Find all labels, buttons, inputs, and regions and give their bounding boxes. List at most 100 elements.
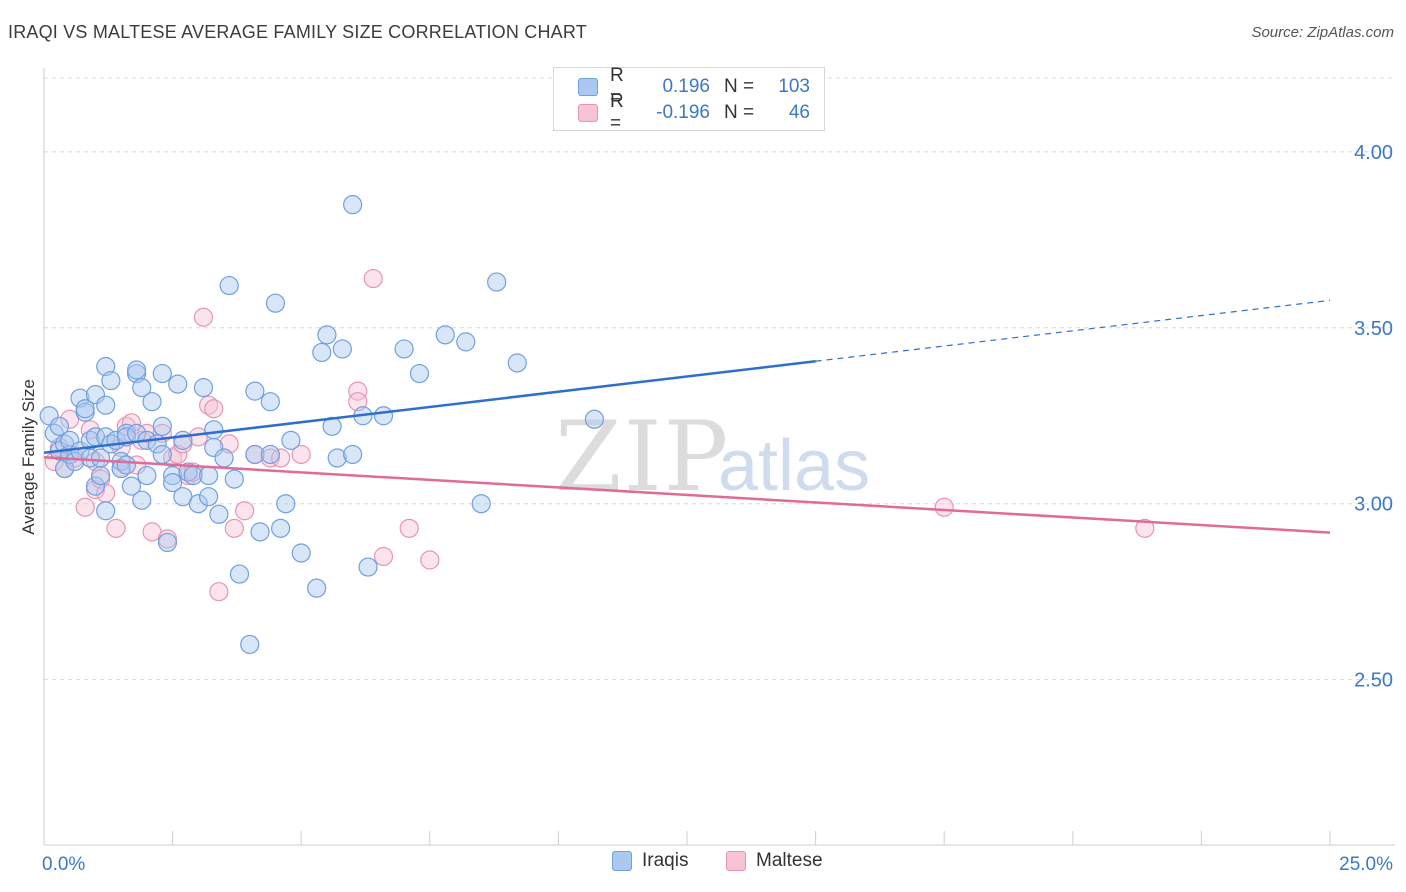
source-label: Source: ZipAtlas.com bbox=[1251, 24, 1394, 41]
point-maltese bbox=[399, 518, 419, 538]
point-maltese bbox=[934, 497, 954, 517]
legend-swatch-iraqis bbox=[612, 851, 632, 871]
point-maltese bbox=[1135, 518, 1155, 538]
point-iraqis bbox=[75, 399, 95, 419]
point-iraqis bbox=[132, 490, 152, 510]
axes bbox=[43, 68, 1395, 846]
point-maltese bbox=[193, 307, 214, 327]
point-iraqis bbox=[343, 195, 363, 215]
point-iraqis bbox=[126, 360, 147, 380]
point-maltese bbox=[271, 448, 291, 468]
point-iraqis bbox=[291, 543, 311, 563]
y-tick-label: 3.50 bbox=[1354, 318, 1393, 340]
legend-n-value: 103 bbox=[778, 76, 810, 97]
y-tick-label: 3.00 bbox=[1354, 494, 1393, 516]
point-iraqis bbox=[240, 634, 260, 655]
point-iraqis bbox=[152, 363, 172, 384]
point-iraqis bbox=[163, 473, 183, 493]
point-maltese bbox=[199, 395, 219, 415]
point-iraqis bbox=[260, 392, 280, 412]
point-iraqis bbox=[65, 451, 85, 472]
point-iraqis bbox=[152, 444, 172, 465]
watermark-zip: ZIP bbox=[555, 401, 730, 513]
legend-label-maltese: Maltese bbox=[756, 850, 823, 871]
point-iraqis bbox=[121, 476, 142, 496]
point-iraqis bbox=[178, 462, 198, 482]
point-maltese bbox=[420, 550, 440, 570]
watermark-atlas: atlas bbox=[718, 426, 870, 506]
point-iraqis bbox=[332, 339, 352, 359]
point-iraqis bbox=[188, 494, 208, 514]
point-iraqis bbox=[260, 444, 280, 465]
y-tick-label: 2.50 bbox=[1354, 670, 1393, 692]
legend-n-value: 46 bbox=[788, 102, 810, 123]
watermark: ZIP atlas bbox=[555, 401, 870, 513]
x-tick-label-min: 0.0% bbox=[42, 854, 85, 875]
point-iraqis bbox=[265, 293, 286, 313]
point-iraqis bbox=[317, 325, 337, 345]
stats-legend: R = 0.196 N = 103 R = -0.196 N = 46 bbox=[553, 65, 825, 134]
point-iraqis bbox=[193, 378, 214, 398]
y-tick-label: 4.00 bbox=[1354, 142, 1393, 164]
point-iraqis bbox=[85, 476, 106, 496]
x-tick-label-max: 25.0% bbox=[1339, 854, 1393, 875]
point-iraqis bbox=[312, 342, 332, 363]
point-iraqis bbox=[327, 448, 347, 468]
point-iraqis bbox=[487, 272, 507, 292]
point-maltese bbox=[363, 268, 383, 289]
point-iraqis bbox=[307, 578, 327, 598]
series-legend: Iraqis Maltese bbox=[0, 850, 1406, 878]
point-iraqis bbox=[250, 522, 270, 542]
point-iraqis bbox=[39, 406, 59, 426]
trend-line-iraqis bbox=[43, 359, 816, 454]
point-iraqis bbox=[111, 458, 131, 479]
point-iraqis bbox=[209, 504, 229, 524]
point-iraqis bbox=[456, 332, 476, 352]
point-iraqis bbox=[435, 325, 455, 345]
point-maltese bbox=[348, 381, 368, 401]
point-iraqis bbox=[214, 448, 234, 468]
legend-label-iraqis: Iraqis bbox=[642, 850, 689, 871]
y-axis-label: Average Family Size bbox=[19, 379, 38, 535]
legend-r-value: -0.196 bbox=[656, 102, 710, 123]
series-iraqis bbox=[39, 195, 605, 655]
point-iraqis bbox=[394, 339, 414, 359]
point-iraqis bbox=[343, 444, 363, 465]
point-iraqis bbox=[276, 494, 296, 514]
point-iraqis bbox=[245, 381, 265, 401]
point-iraqis bbox=[132, 378, 152, 398]
chart-title: IRAQI VS MALTESE AVERAGE FAMILY SIZE COR… bbox=[8, 22, 587, 42]
point-maltese bbox=[235, 501, 255, 521]
legend-n-label: N = bbox=[724, 102, 755, 123]
legend-row-maltese: R = -0.196 N = 46 bbox=[578, 91, 810, 134]
point-iraqis bbox=[584, 409, 605, 429]
point-maltese bbox=[224, 518, 244, 538]
legend-item-maltese[interactable]: Maltese bbox=[726, 850, 823, 872]
point-iraqis bbox=[142, 392, 162, 412]
point-maltese bbox=[75, 497, 95, 517]
point-iraqis bbox=[229, 564, 250, 584]
point-iraqis bbox=[245, 444, 265, 465]
point-maltese bbox=[209, 582, 229, 602]
point-iraqis bbox=[101, 370, 121, 391]
legend-r-label: R = bbox=[610, 65, 624, 108]
legend-item-iraqis[interactable]: Iraqis bbox=[612, 850, 688, 872]
point-iraqis bbox=[85, 385, 106, 405]
legend-swatch-maltese bbox=[726, 851, 746, 871]
point-maltese bbox=[373, 546, 394, 567]
point-iraqis bbox=[116, 455, 136, 475]
legend-n-label: N = bbox=[724, 76, 755, 97]
legend-r-value: 0.196 bbox=[662, 76, 710, 97]
point-iraqis bbox=[409, 363, 430, 384]
point-maltese bbox=[126, 455, 147, 475]
series-maltese bbox=[44, 268, 1155, 602]
trend-lines bbox=[43, 299, 1331, 534]
point-iraqis bbox=[471, 494, 491, 514]
point-iraqis bbox=[271, 518, 291, 538]
point-iraqis bbox=[199, 465, 219, 486]
gridlines bbox=[44, 77, 1395, 681]
point-iraqis bbox=[507, 353, 527, 373]
point-iraqis bbox=[96, 395, 116, 415]
point-iraqis bbox=[358, 557, 378, 577]
